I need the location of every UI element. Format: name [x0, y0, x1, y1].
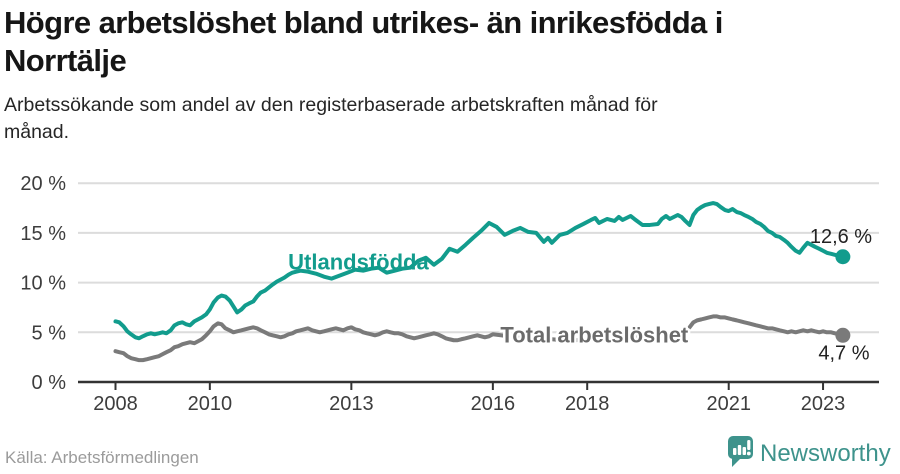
y-tick-label: 20 % — [20, 173, 66, 195]
x-tick-label: 2023 — [801, 393, 846, 415]
page-title: Högre arbetslöshet bland utrikes- än inr… — [4, 4, 723, 80]
newsworthy-logo[interactable]: Newsworthy — [714, 435, 892, 469]
y-tick-label: 10 % — [20, 273, 66, 295]
newsworthy-wordmark: Newsworthy — [760, 440, 891, 467]
end-value-label: 12,6 % — [810, 226, 872, 248]
end-value-label: 4,7 % — [818, 343, 869, 365]
page-title-line-1: Högre arbetslöshet bland utrikes- än inr… — [4, 5, 723, 40]
series-label-utlandsf-dda: Utlandsfödda — [288, 250, 429, 275]
series-line-total-arbetsl-shet — [113, 314, 845, 363]
chart-subtitle: Arbetssökande som andel av den registerb… — [4, 92, 658, 146]
series-end-dot — [835, 327, 851, 343]
x-tick-label: 2013 — [329, 393, 374, 415]
y-tick-label: 5 % — [32, 322, 67, 344]
source-credit: Källa: Arbetsförmedlingen — [5, 448, 199, 467]
chart-subtitle-line-1: Arbetssökande som andel av den registerb… — [4, 94, 658, 116]
x-tick-label: 2018 — [565, 393, 610, 415]
x-tick-label: 2016 — [471, 393, 516, 415]
chart-subtitle-line-2: månad. — [4, 121, 70, 143]
y-tick-label: 0 % — [32, 372, 67, 394]
x-tick-label: 2008 — [93, 393, 138, 415]
newsworthy-bubble-chart-icon — [728, 436, 753, 467]
y-tick-label: 15 % — [20, 223, 66, 245]
series-line-utlandsf-dda — [113, 201, 845, 341]
x-tick-label: 2010 — [188, 393, 233, 415]
page-title-line-2: Norrtälje — [4, 43, 127, 78]
series-end-dot — [835, 249, 851, 265]
x-tick-label: 2021 — [706, 393, 751, 415]
series-label-total-arbetsl-shet: Total arbetslöshet — [500, 323, 689, 348]
